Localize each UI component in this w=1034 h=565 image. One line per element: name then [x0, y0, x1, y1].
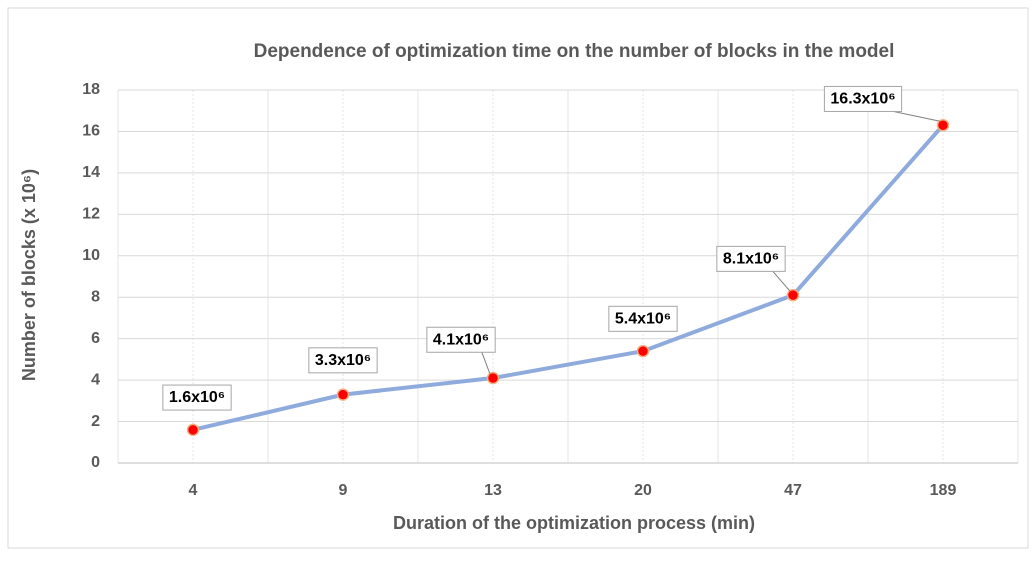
x-axis-title: Duration of the optimization process (mi… [393, 513, 755, 533]
data-label-box [162, 384, 232, 411]
y-tick-label: 2 [91, 413, 100, 430]
data-label: 8.1x10⁶ [723, 250, 779, 267]
y-tick-label: 10 [82, 247, 100, 264]
data-point [786, 288, 800, 302]
y-tick-label: 12 [82, 206, 100, 223]
data-label-box [823, 85, 903, 112]
y-tick-label: 0 [91, 454, 100, 471]
data-point [636, 344, 650, 358]
data-label-box [608, 305, 678, 332]
data-label-box [716, 245, 786, 272]
x-tick-label: 189 [930, 482, 957, 499]
data-label: 3.3x10⁶ [315, 352, 371, 369]
y-tick-label: 4 [91, 371, 100, 388]
data-label-box [308, 347, 378, 374]
data-label: 5.4x10⁶ [615, 310, 671, 327]
data-line [192, 123, 945, 432]
leader-line [770, 268, 791, 292]
x-tick-label: 4 [189, 482, 198, 499]
x-tick-label: 47 [784, 482, 802, 499]
data-label: 1.6x10⁶ [169, 389, 225, 406]
data-label: 4.1x10⁶ [433, 331, 489, 348]
x-tick-label: 13 [484, 482, 502, 499]
chart-title: Dependence of optimization time on the n… [254, 41, 895, 62]
leader-line [480, 349, 491, 375]
data-point [936, 118, 950, 132]
data-point [336, 388, 350, 401]
y-tick-label: 18 [82, 81, 100, 98]
y-axis-title: Number of blocks (x 10⁶) [19, 169, 39, 381]
data-label-box [426, 326, 496, 353]
data-point [486, 371, 500, 385]
x-tick-label: 9 [339, 482, 348, 499]
y-tick-label: 16 [82, 123, 100, 140]
y-tick-label: 14 [82, 164, 100, 181]
data-label: 16.3x10⁶ [830, 90, 895, 107]
y-tick-label: 8 [91, 288, 100, 305]
y-tick-label: 6 [91, 330, 100, 347]
x-tick-label: 20 [634, 482, 652, 499]
data-point [186, 423, 200, 437]
